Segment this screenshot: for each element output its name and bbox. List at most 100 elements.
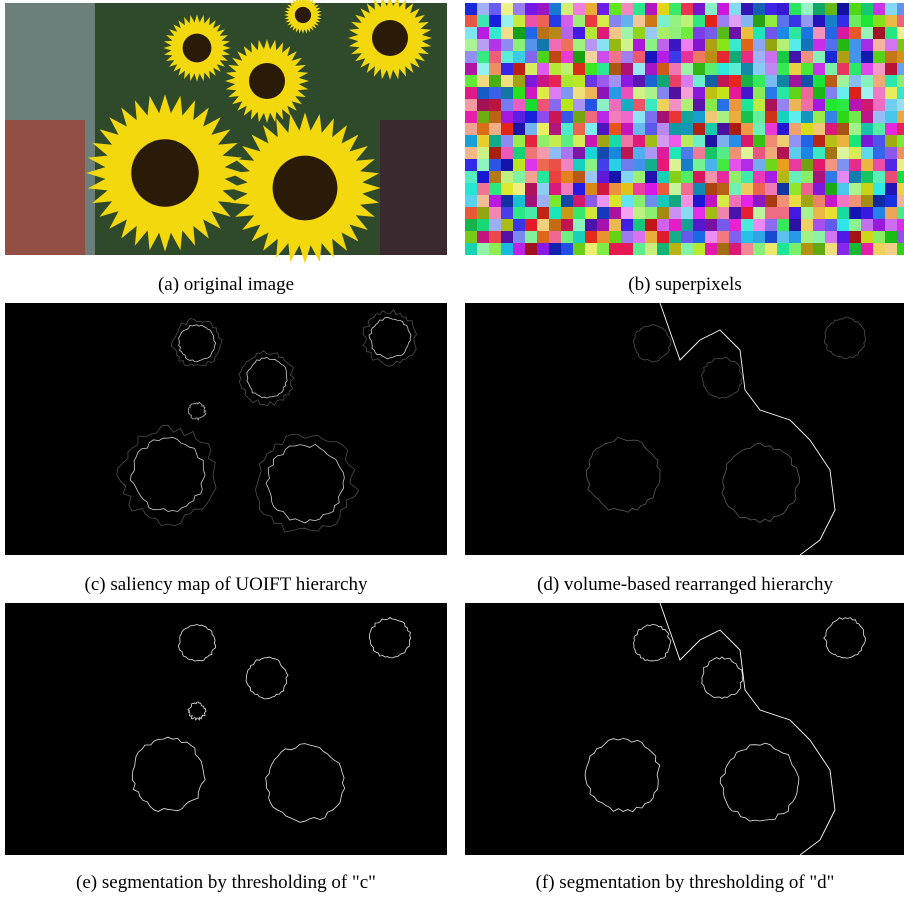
superpixel <box>597 111 609 123</box>
superpixel <box>585 111 597 123</box>
superpixel <box>681 51 693 63</box>
superpixel <box>489 99 501 111</box>
superpixel <box>705 135 717 147</box>
superpixel <box>801 99 813 111</box>
superpixel <box>897 243 904 255</box>
superpixel <box>813 3 825 15</box>
superpixel <box>753 195 765 207</box>
superpixel <box>861 51 873 63</box>
superpixel <box>621 123 633 135</box>
superpixel <box>669 99 681 111</box>
superpixel <box>621 3 633 15</box>
superpixel <box>657 87 669 99</box>
superpixel <box>873 183 885 195</box>
superpixel <box>525 123 537 135</box>
flower-center <box>273 156 338 221</box>
superpixel <box>501 219 513 231</box>
flower-center <box>183 34 212 63</box>
superpixel <box>465 243 477 255</box>
superpixel <box>585 123 597 135</box>
superpixel <box>897 135 904 147</box>
superpixel <box>501 135 513 147</box>
superpixel <box>693 231 705 243</box>
superpixel <box>573 123 585 135</box>
superpixel <box>465 111 477 123</box>
superpixel <box>813 195 825 207</box>
superpixel <box>525 99 537 111</box>
superpixel <box>825 99 837 111</box>
superpixel <box>525 51 537 63</box>
superpixel <box>741 15 753 27</box>
superpixel <box>897 147 904 159</box>
superpixel <box>861 231 873 243</box>
superpixel <box>789 135 801 147</box>
superpixel <box>633 195 645 207</box>
superpixel <box>813 183 825 195</box>
superpixel <box>873 15 885 27</box>
superpixel <box>621 15 633 27</box>
superpixel <box>729 51 741 63</box>
superpixel <box>465 27 477 39</box>
superpixel <box>489 159 501 171</box>
superpixel <box>705 231 717 243</box>
superpixel <box>873 231 885 243</box>
superpixel <box>645 27 657 39</box>
superpixel <box>597 15 609 27</box>
superpixel <box>561 123 573 135</box>
superpixel <box>729 39 741 51</box>
superpixel <box>681 147 693 159</box>
superpixel <box>549 195 561 207</box>
superpixel <box>825 39 837 51</box>
superpixel <box>537 87 549 99</box>
superpixel <box>825 27 837 39</box>
superpixel <box>849 171 861 183</box>
superpixel <box>573 243 585 255</box>
superpixel <box>681 183 693 195</box>
superpixel <box>777 183 789 195</box>
superpixel <box>693 171 705 183</box>
superpixel <box>609 219 621 231</box>
superpixel <box>825 135 837 147</box>
superpixel <box>825 207 837 219</box>
superpixel <box>561 159 573 171</box>
superpixel <box>861 171 873 183</box>
superpixel <box>825 63 837 75</box>
superpixel <box>741 63 753 75</box>
superpixel <box>729 171 741 183</box>
superpixel <box>657 195 669 207</box>
superpixel <box>477 195 489 207</box>
superpixel <box>789 183 801 195</box>
superpixel <box>849 183 861 195</box>
superpixel <box>861 87 873 99</box>
superpixel <box>765 207 777 219</box>
superpixel <box>777 99 789 111</box>
superpixel <box>801 231 813 243</box>
superpixel <box>525 171 537 183</box>
superpixel <box>729 243 741 255</box>
superpixel <box>789 99 801 111</box>
superpixel <box>549 63 561 75</box>
superpixel <box>609 3 621 15</box>
superpixel <box>549 3 561 15</box>
superpixel <box>741 99 753 111</box>
superpixel <box>873 87 885 99</box>
superpixel <box>609 183 621 195</box>
superpixel <box>621 39 633 51</box>
superpixel <box>561 27 573 39</box>
superpixel <box>633 231 645 243</box>
superpixel <box>525 75 537 87</box>
superpixel <box>669 147 681 159</box>
superpixel <box>873 171 885 183</box>
superpixel <box>657 27 669 39</box>
superpixel <box>729 3 741 15</box>
superpixel <box>789 123 801 135</box>
superpixel <box>549 231 561 243</box>
superpixel <box>645 207 657 219</box>
superpixel <box>537 63 549 75</box>
superpixel <box>537 39 549 51</box>
superpixel <box>885 15 897 27</box>
superpixel <box>621 159 633 171</box>
superpixel <box>501 63 513 75</box>
superpixel <box>537 51 549 63</box>
superpixel <box>477 243 489 255</box>
